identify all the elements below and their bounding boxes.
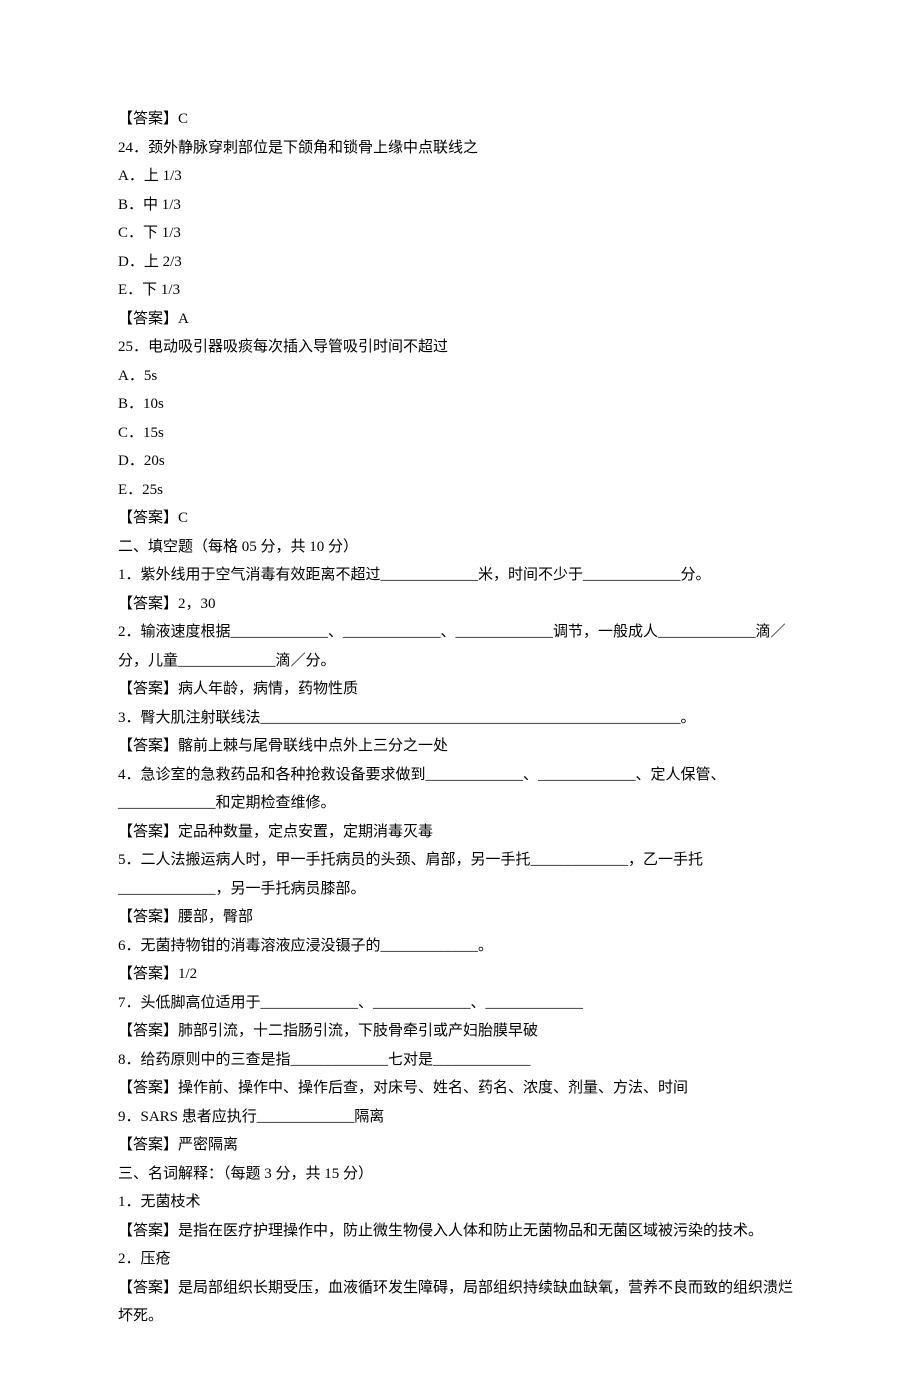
text-line: 9．SARS 患者应执行_____________隔离 bbox=[118, 1103, 802, 1132]
text-line: 【答案】髂前上棘与尾骨联线中点外上三分之一处 bbox=[118, 732, 802, 761]
text-line: 7．头低脚高位适用于_____________、_____________、__… bbox=[118, 989, 802, 1018]
text-line: A．5s bbox=[118, 362, 802, 391]
text-line: 5．二人法搬运病人时，甲一手托病员的头颈、肩部，另一手托____________… bbox=[118, 846, 802, 903]
text-line: 25．电动吸引器吸痰每次插入导管吸引时间不超过 bbox=[118, 333, 802, 362]
text-line: 【答案】严密隔离 bbox=[118, 1131, 802, 1160]
text-line: 二、填空题（每格 05 分，共 10 分） bbox=[118, 533, 802, 562]
text-line: 【答案】A bbox=[118, 305, 802, 334]
text-line: D．20s bbox=[118, 447, 802, 476]
text-line: 2．压疮 bbox=[118, 1245, 802, 1274]
text-line: 1．紫外线用于空气消毒有效距离不超过_____________米，时间不少于__… bbox=[118, 561, 802, 590]
text-line: A．上 1/3 bbox=[118, 162, 802, 191]
text-line: 【答案】是局部组织长期受压，血液循环发生障碍，局部组织持续缺血缺氧，营养不良而致… bbox=[118, 1274, 802, 1331]
text-line: 【答案】1/2 bbox=[118, 960, 802, 989]
text-line: 【答案】操作前、操作中、操作后查，对床号、姓名、药名、浓度、剂量、方法、时间 bbox=[118, 1074, 802, 1103]
text-line: 24．颈外静脉穿刺部位是下颌角和锁骨上缘中点联线之 bbox=[118, 134, 802, 163]
text-line: 【答案】肺部引流，十二指肠引流，下肢骨牵引或产妇胎膜早破 bbox=[118, 1017, 802, 1046]
text-line: 2．输液速度根据_____________、_____________、____… bbox=[118, 618, 802, 675]
text-line: C．15s bbox=[118, 419, 802, 448]
text-line: 【答案】腰部，臀部 bbox=[118, 903, 802, 932]
text-line: 【答案】C bbox=[118, 105, 802, 134]
text-line: 【答案】病人年龄，病情，药物性质 bbox=[118, 675, 802, 704]
text-line: 【答案】2，30 bbox=[118, 590, 802, 619]
text-line: D．上 2/3 bbox=[118, 248, 802, 277]
text-line: 6．无菌持物钳的消毒溶液应浸没镊子的_____________。 bbox=[118, 932, 802, 961]
text-line: 【答案】C bbox=[118, 504, 802, 533]
text-line: 【答案】定品种数量，定点安置，定期消毒灭毒 bbox=[118, 818, 802, 847]
text-line: 4．急诊室的急救药品和各种抢救设备要求做到_____________、_____… bbox=[118, 761, 802, 818]
text-line: E．25s bbox=[118, 476, 802, 505]
text-line: C．下 1/3 bbox=[118, 219, 802, 248]
text-line: 1．无菌枝术 bbox=[118, 1188, 802, 1217]
text-line: B．中 1/3 bbox=[118, 191, 802, 220]
text-line: 【答案】是指在医疗护理操作中，防止微生物侵入人体和防止无菌物品和无菌区域被污染的… bbox=[118, 1217, 802, 1246]
text-line: 8．给药原则中的三查是指_____________七对是____________… bbox=[118, 1046, 802, 1075]
text-line: E．下 1/3 bbox=[118, 276, 802, 305]
text-line: 3．臀大肌注射联线法______________________________… bbox=[118, 704, 802, 733]
text-line: B．10s bbox=[118, 390, 802, 419]
text-line: 三、名词解释：（每题 3 分，共 15 分） bbox=[118, 1160, 802, 1189]
